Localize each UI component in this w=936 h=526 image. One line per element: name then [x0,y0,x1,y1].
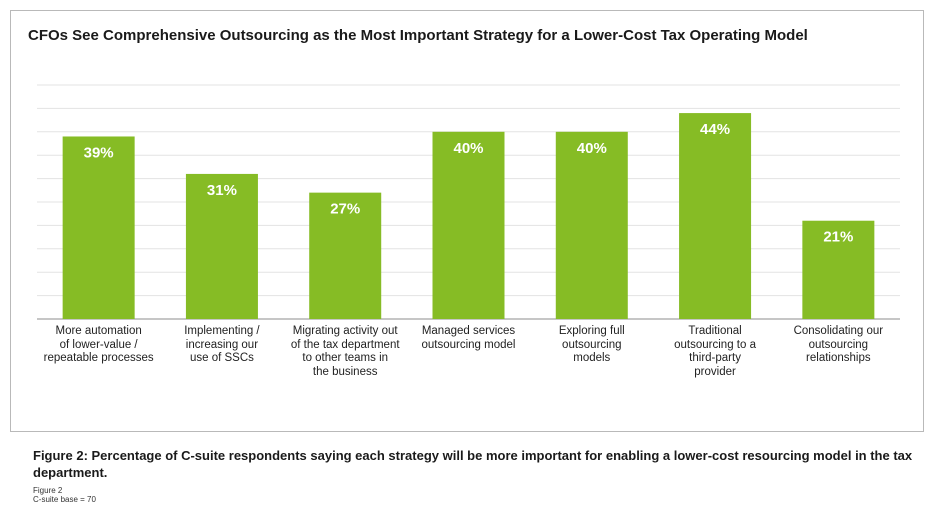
category-label: Exploring full outsourcing models [527,325,657,366]
category-label-line: repeatable processes [43,352,154,364]
category-label-line: of the tax department [290,338,400,351]
category-label: Traditional outsourcing to a third-party pr… [650,325,780,379]
category-label: Implementing / increasing our use of SSCs [157,325,287,366]
bar [555,131,628,319]
bar [679,113,752,319]
bar [802,220,875,319]
bar [309,192,382,319]
category-label-line: increasing our [185,338,259,351]
category-label-line: outsourcing to a [674,338,756,351]
category-label-line: Implementing / [184,325,260,337]
data-label: 27% [330,201,360,218]
data-label: 40% [577,140,607,157]
category-label: More automation of lower-value / repeatabl… [34,325,164,366]
figure-note: Figure 2 [33,486,63,495]
chart-title: CFOs See Comprehensive Outsourcing as th… [28,27,808,44]
category-label-line: the business [312,365,378,378]
category-label-line: Traditional [688,325,742,337]
category-label-line: outsourcing [808,338,869,351]
data-label: 40% [453,140,483,157]
data-label: 31% [207,182,237,199]
category-label-line: Migrating activity out [292,325,398,337]
data-label: 21% [823,229,853,246]
category-label: Managed services outsourcing model [404,325,534,352]
category-label-line: Exploring full [558,325,625,337]
category-label: Migrating activity out of the tax departm… [280,325,410,379]
category-label-line: relationships [806,352,871,364]
figure-caption: Figure 2: Percentage of C-suite responde… [33,448,913,480]
category-label-line: Consolidating our [793,325,884,337]
category-label-line: models [573,352,611,364]
category-label-line: outsourcing [562,338,622,351]
category-label: Consolidating our outsourcing relationship… [773,325,903,366]
data-label: 39% [84,144,114,161]
category-label-line: of lower-value / [59,338,138,351]
category-label-line: outsourcing model [421,338,516,351]
category-label-line: Managed services [421,325,516,337]
data-label: 44% [700,121,730,138]
category-label-line: third-party [689,352,741,364]
bar [432,131,505,319]
base-note: C-suite base = 70 [33,495,96,504]
bar [62,136,135,319]
category-label-line: provider [694,365,736,378]
category-label-line: to other teams in [302,352,389,364]
bar [185,173,258,319]
category-label-line: More automation [55,325,142,337]
category-label-line: use of SSCs [189,352,254,364]
